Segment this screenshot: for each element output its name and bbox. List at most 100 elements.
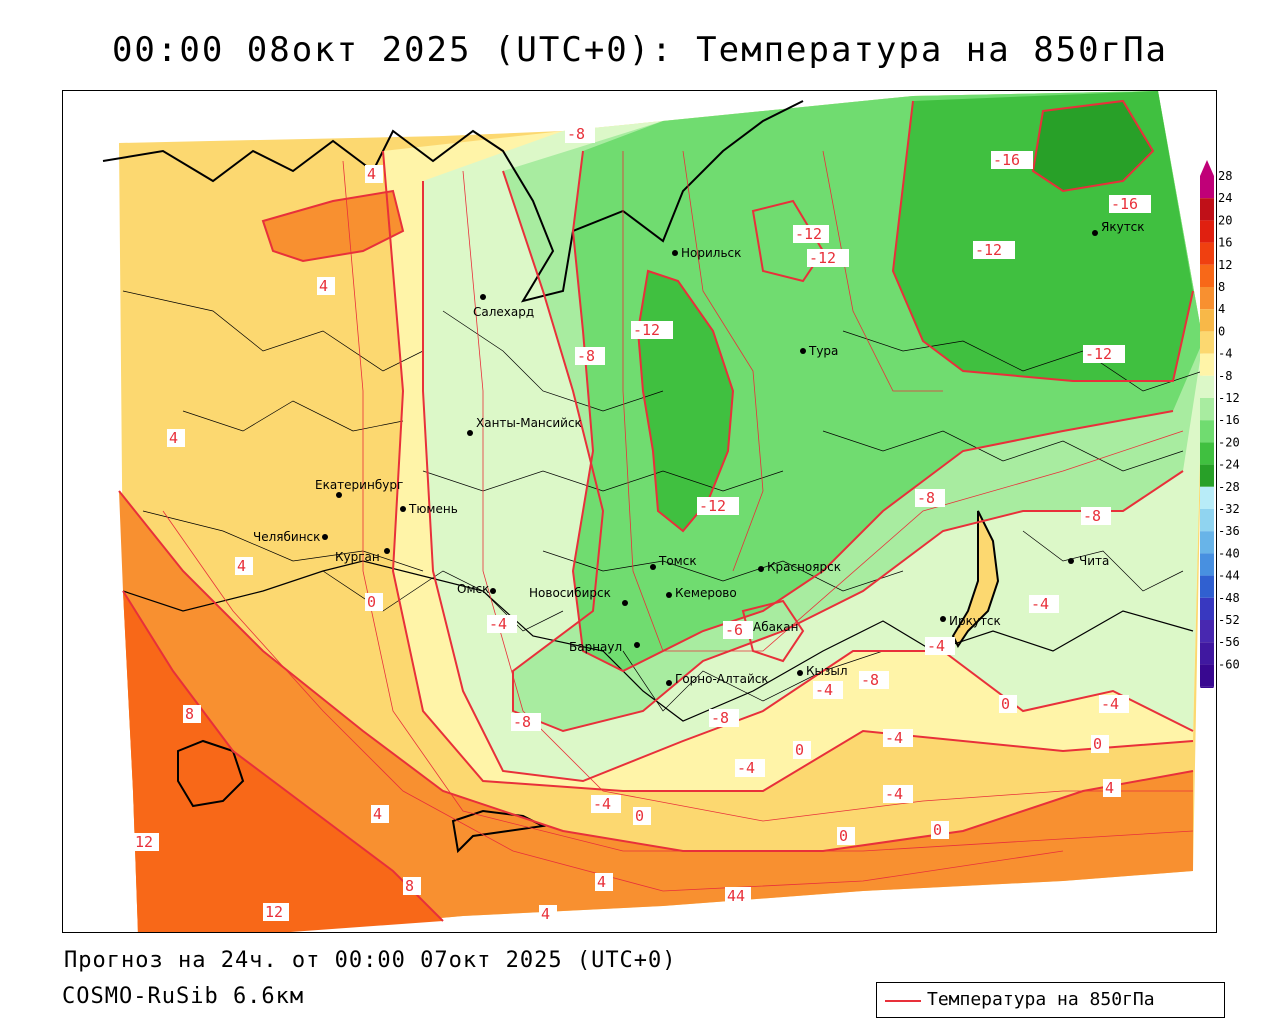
city-label: Кемерово [675,586,737,600]
city-chita: Чита [1068,554,1109,568]
svg-text:4: 4 [169,429,178,447]
city-label: Норильск [681,246,741,260]
city-markers: Норильск Салехард Тура Якутск Ханты-Манс… [253,220,1145,686]
forecast-caption: Прогноз на 24ч. от 00:00 07окт 2025 (UTC… [64,948,677,973]
colorbar-swatch [1200,353,1214,376]
map-legend: Температура на 850гПа [876,982,1225,1018]
isotherm-label: -16 [1109,195,1151,213]
lake-baikal [951,510,1000,648]
isotherm-label: 12 [133,833,159,851]
city-label: Кызыл [806,664,848,678]
svg-text:-12: -12 [633,321,660,339]
svg-text:-12: -12 [699,497,726,515]
city-barnaul: Барнаул [569,640,640,654]
isotherm-label: -4 [883,785,913,803]
isotherm-label: -4 [883,729,913,747]
colorbar-swatch [1200,531,1214,554]
colorbar-swatch [1200,553,1214,576]
coastline [102,100,804,303]
isotherm-label: 0 [633,807,651,825]
model-caption: COSMO-RuSib 6.6км [62,984,305,1009]
colorbar-tick-label: -4 [1218,347,1232,361]
city-khanty-mansiysk: Ханты-Мансийск [467,416,582,436]
isotherm-contours-thin [162,150,1194,892]
colorbar-tick-label: -48 [1218,591,1240,605]
isotherm-label: 12 [263,903,289,921]
isotherm-label: 44 [725,887,751,905]
city-label: Новосибирск [529,586,611,600]
colorbar-bottom-arrow [1200,686,1214,688]
svg-text:8: 8 [405,877,414,895]
city-label: Екатеринбург [315,478,403,492]
city-kemerovo: Кемерово [666,586,737,600]
colorbar-swatch [1200,309,1214,332]
colorbar-swatch [1200,597,1214,620]
city-label: Абакан [753,620,798,634]
isotherm-label: -8 [709,709,739,727]
city-label: Иркутск [949,614,1001,628]
svg-text:0: 0 [795,741,804,759]
svg-text:-6: -6 [725,621,743,639]
isotherm-label: 4 [539,905,557,923]
map-panel: Норильск Салехард Тура Якутск Ханты-Манс… [62,90,1217,933]
city-krasnoyarsk: Красноярск [758,560,841,574]
svg-text:-16: -16 [993,151,1020,169]
svg-text:-8: -8 [711,709,729,727]
temperature-colorbar: 28 24 20 16 12 8 4 0 -4 -8 -12 -16 -20 -24 -28 -32 -36 -4… [1200,160,1240,688]
colorbar-tick-label: 16 [1218,236,1232,250]
city-label: Барнаул [569,640,622,654]
svg-text:4: 4 [319,277,328,295]
isotherm-label: 0 [999,695,1017,713]
colorbar-tick-label: 4 [1218,302,1225,316]
colorbar-tick-label: -16 [1218,413,1240,427]
svg-text:-12: -12 [1085,345,1112,363]
svg-text:0: 0 [1093,735,1102,753]
isotherm-label: -4 [925,637,955,655]
city-dot-icon [940,616,946,622]
isotherm-label: -16 [991,151,1033,169]
city-yekaterinburg: Екатеринбург [315,478,403,498]
southwest-lake [177,739,245,808]
city-label: Красноярск [767,560,841,574]
isotherm-label: 0 [793,741,811,759]
svg-text:0: 0 [839,827,848,845]
city-dot-icon [480,294,486,300]
colorbar-tick-label: -56 [1218,635,1240,649]
city-label: Салехард [473,305,534,319]
svg-text:-4: -4 [1031,595,1049,613]
isotherm-label: -4 [813,681,843,699]
svg-text:-4: -4 [489,615,507,633]
isotherm-label: 8 [183,705,201,723]
city-label: Тюмень [408,502,458,516]
isotherm-label: -4 [1029,595,1059,613]
city-label: Омск [457,582,489,596]
colorbar-tick-label: -52 [1218,613,1240,627]
svg-text:4: 4 [541,905,550,923]
city-gorno-altaysk: Горно-Алтайск [666,672,769,686]
svg-text:4: 4 [1105,779,1114,797]
colorbar-swatch [1200,242,1214,265]
isotherm-label: 0 [931,821,949,839]
colorbar-tick-label: -40 [1218,546,1240,560]
colorbar-tick-label: -36 [1218,524,1240,538]
svg-text:4: 4 [237,557,246,575]
colorbar-top-arrow [1200,160,1214,176]
zone-8-12 [123,591,443,932]
colorbar-tick-label: 0 [1218,324,1225,338]
city-chelyabinsk: Челябинск [253,530,328,544]
isotherm-label: -6 [723,621,753,639]
isotherm-label: -12 [973,241,1015,259]
svg-text:-8: -8 [513,713,531,731]
city-yakutsk: Якутск [1092,220,1145,236]
colorbar-swatch [1200,642,1214,665]
city-dot-icon [634,642,640,648]
isotherm-label: -4 [591,795,621,813]
city-dot-icon [322,534,328,540]
city-dot-icon [800,348,806,354]
isotherm-label: -4 [735,759,765,777]
isotherm-label: -12 [697,497,739,515]
colorbar-tick-label: -60 [1218,657,1240,671]
city-dot-icon [666,592,672,598]
colorbar-tick-label: -8 [1218,369,1232,383]
isotherm-label: 4 [365,165,383,183]
